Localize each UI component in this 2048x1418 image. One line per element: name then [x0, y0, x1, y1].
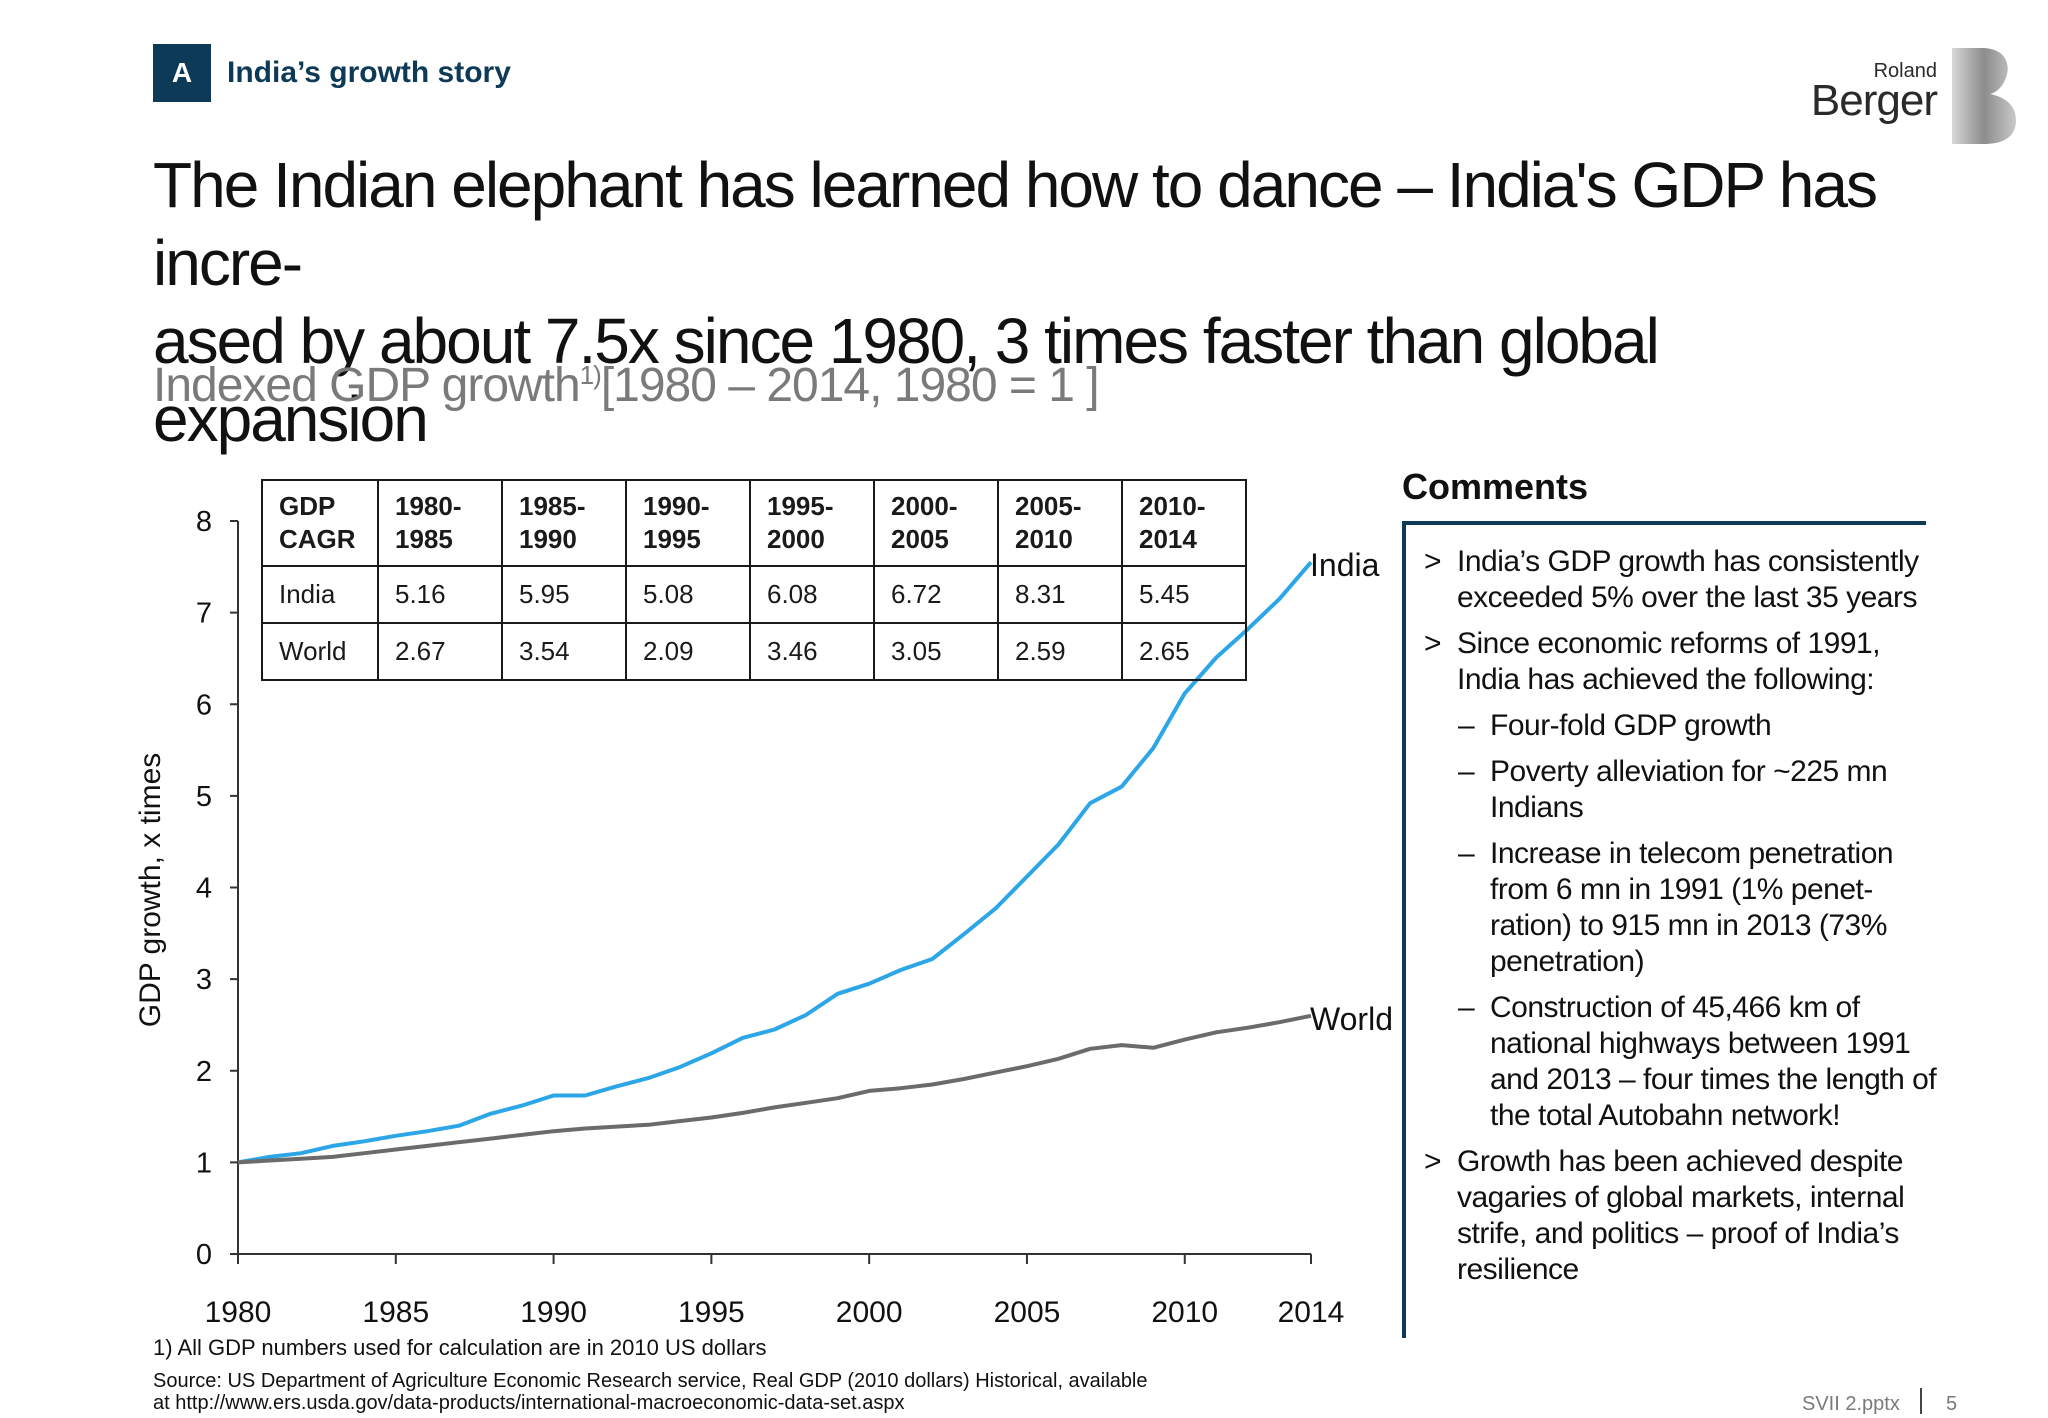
y-tick-label: 4 — [196, 873, 212, 905]
y-tick-label: 6 — [196, 689, 212, 721]
comment-item: – Increase in telecom penetration from 6 … — [1420, 836, 1940, 980]
cagr-table-cell: 6.08 — [749, 565, 875, 624]
comment-text: Poverty alleviation for ~225 mn Indians — [1490, 755, 1888, 824]
comments-list: > India’s GDP growth has consistently exc… — [1420, 544, 1940, 1298]
x-tick-label: 2005 — [994, 1296, 1061, 1329]
x-tick-label: 1980 — [205, 1296, 272, 1329]
section-title: India’s growth story — [227, 56, 511, 89]
cagr-table-cell: 3.46 — [749, 622, 875, 681]
y-tick-label: 5 — [196, 781, 212, 813]
headline: The Indian elephant has learned how to d… — [153, 146, 1933, 458]
cagr-table-cell: 5.45 — [1121, 565, 1247, 624]
cagr-table-cell: 3.05 — [873, 622, 999, 681]
comment-text: Growth has been achieved despite vagarie… — [1457, 1145, 1905, 1286]
cagr-table-header-cell: 1990- 1995 — [625, 479, 751, 567]
comment-text: Four-fold GDP growth — [1490, 709, 1772, 742]
cagr-table-cell: 2.59 — [997, 622, 1123, 681]
cagr-table-cell: 5.95 — [501, 565, 627, 624]
series-line-india — [237, 560, 1313, 1165]
cagr-table-cell: 2.09 — [625, 622, 751, 681]
comment-bullet-marker: > — [1424, 545, 1442, 578]
cagr-table-cell: 5.16 — [377, 565, 503, 624]
x-tick-label: 2014 — [1278, 1296, 1345, 1329]
cagr-table-cell: India — [261, 565, 379, 624]
page-file-name: SVII 2.pptx — [1802, 1393, 1900, 1415]
y-tick-label: 7 — [196, 598, 212, 630]
page-separator — [1920, 1388, 1922, 1414]
logo-text-roland: Roland — [1873, 60, 1937, 82]
comment-text: Increase in telecom penetration from 6 m… — [1490, 837, 1894, 978]
logo-text-berger: Berger — [1810, 76, 1938, 125]
comment-text: Since economic reforms of 1991, India ha… — [1457, 627, 1881, 696]
cagr-table-header-row: GDP CAGR 1980- 1985 1985- 1990 1990- 1995 1995- 2… — [261, 479, 1247, 567]
cagr-table-cell: 2.67 — [377, 622, 503, 681]
cagr-table-row: World 2.67 3.54 2.09 3.46 3.05 2.59 2.65 — [261, 622, 1247, 681]
comment-bullet-marker: – — [1458, 837, 1475, 870]
cagr-table-cell: 6.72 — [873, 565, 999, 624]
y-tick-label: 2 — [196, 1056, 212, 1088]
series-label-india: India — [1310, 547, 1380, 583]
cagr-table-cell: 3.54 — [501, 622, 627, 681]
cagr-table-header-cell: 2010- 2014 — [1121, 479, 1247, 567]
footnote: 1) All GDP numbers used for calculation … — [153, 1335, 767, 1360]
comment-bullet-marker: > — [1424, 1145, 1442, 1178]
comment-bullet-marker: – — [1458, 709, 1475, 742]
series-label-world: World — [1310, 1001, 1393, 1037]
cagr-table-cell: 2.65 — [1121, 622, 1247, 681]
source-note: Source: US Department of Agriculture Eco… — [153, 1370, 1148, 1414]
comment-text: India’s GDP growth has consistently exce… — [1457, 545, 1919, 614]
cagr-table-cell: 8.31 — [997, 565, 1123, 624]
cagr-table-header-cell: 2000- 2005 — [873, 479, 999, 567]
x-tick-label: 2000 — [836, 1296, 903, 1329]
section-letter: A — [153, 44, 211, 102]
headline-line-1: The Indian elephant has learned how to d… — [153, 149, 1878, 299]
series-line-world — [237, 1013, 1312, 1165]
section-tag: A India’s growth story — [153, 44, 511, 102]
cagr-table-header-cell: 1980- 1985 — [377, 479, 503, 567]
x-tick-label: 1985 — [362, 1296, 429, 1329]
subtitle-range: [1980 – 2014, 1980 = 1 ] — [600, 359, 1100, 412]
comment-bullet-marker: – — [1458, 755, 1475, 788]
y-tick-label: 3 — [196, 964, 212, 996]
y-tick-label: 8 — [196, 506, 212, 538]
cagr-table-cell: 5.08 — [625, 565, 751, 624]
cagr-table: GDP CAGR 1980- 1985 1985- 1990 1990- 1995 1995- 2… — [261, 479, 1247, 681]
page-number: 5 — [1946, 1393, 1958, 1415]
headline-line-2: ased by about 7.5x since 1980, 3 times f… — [153, 305, 1660, 455]
cagr-table-header-cell: 2005- 2010 — [997, 479, 1123, 567]
y-axis-label: GDP growth, x times — [134, 753, 167, 1028]
cagr-table-header-cell: 1995- 2000 — [749, 479, 875, 567]
comment-item: > Growth has been achieved despite vagari… — [1420, 1144, 1940, 1288]
roland-berger-logo: Roland Berger — [1800, 42, 2020, 152]
x-tick-label: 1995 — [678, 1296, 745, 1329]
chart-subtitle: Indexed GDP growth1)[1980 – 2014, 1980 =… — [153, 358, 1100, 413]
cagr-table-row: India 5.16 5.95 5.08 6.08 6.72 8.31 5.45 — [261, 565, 1247, 624]
cagr-table-cell: World — [261, 622, 379, 681]
comments-box — [1402, 521, 1926, 1338]
comment-bullet-marker: – — [1458, 991, 1475, 1024]
y-tick-label: 0 — [196, 1239, 212, 1271]
comment-item: – Four-fold GDP growth — [1420, 708, 1940, 744]
x-tick-label: 1990 — [520, 1296, 587, 1329]
comment-item: – Construction of 45,466 km of national h… — [1420, 990, 1940, 1134]
comment-item: > Since economic reforms of 1991, India h… — [1420, 626, 1940, 698]
comment-text: Construction of 45,466 km of national hi… — [1490, 991, 1937, 1132]
x-tick-label: 2010 — [1151, 1296, 1218, 1329]
comment-bullet-marker: > — [1424, 627, 1442, 660]
subtitle-footnote-ref: 1) — [579, 360, 602, 390]
comment-item: > India’s GDP growth has consistently exc… — [1420, 544, 1940, 616]
comments-title: Comments — [1402, 466, 1589, 507]
y-tick-label: 1 — [196, 1147, 212, 1179]
cagr-table-header-cell: GDP CAGR — [261, 479, 379, 567]
logo-b-mark-icon — [1952, 48, 2016, 144]
comment-item: – Poverty alleviation for ~225 mn Indians — [1420, 754, 1940, 826]
subtitle-main: Indexed GDP growth — [153, 359, 581, 412]
cagr-table-header-cell: 1985- 1990 — [501, 479, 627, 567]
